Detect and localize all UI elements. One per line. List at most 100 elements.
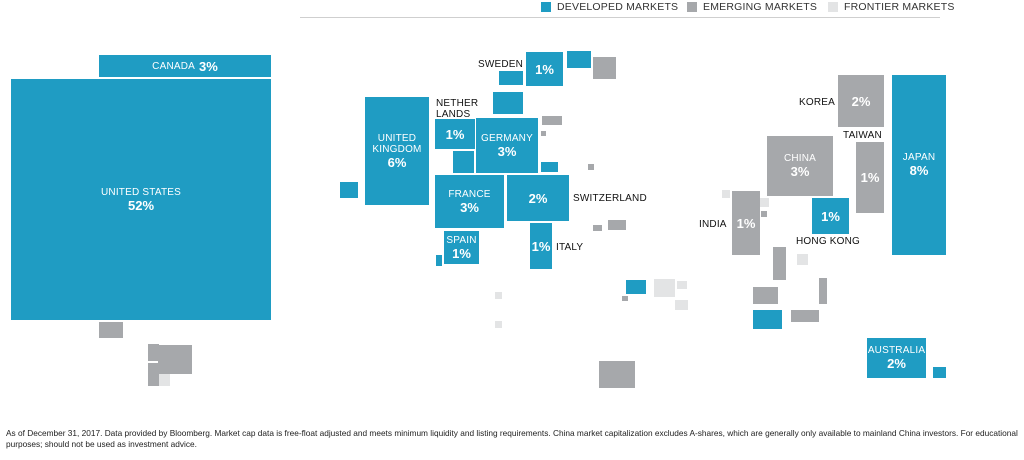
hong-kong-name: HONG KONG (796, 236, 861, 247)
minor-market-tile (148, 352, 159, 361)
country-percent: 3% (790, 164, 810, 179)
country-taiwan: 1% (856, 142, 884, 213)
country-korea: 2% (838, 75, 884, 127)
minor-market-tile (675, 300, 688, 310)
india-name: INDIA (699, 219, 727, 230)
country-spain: SPAIN 1% (444, 231, 479, 264)
minor-market-tile (753, 287, 778, 304)
country-label: GERMANY (481, 132, 533, 144)
country-percent: 3% (460, 199, 479, 215)
country-percent: 1% (445, 126, 465, 142)
minor-market-tile (159, 374, 170, 386)
legend-item-emerging: EMERGING MARKETS (687, 0, 817, 14)
country-france: FRANCE 3% (435, 175, 504, 228)
korea-name: KOREA (799, 97, 836, 108)
country-japan: JAPAN 8% (892, 75, 946, 255)
country-china: CHINA 3% (767, 136, 833, 196)
header-rule (300, 17, 940, 18)
country-percent: 2% (887, 356, 906, 371)
country-percent: 3% (497, 143, 517, 159)
country-label: SPAIN (446, 234, 477, 246)
minor-market-tile (599, 361, 635, 388)
minor-market-tile (495, 292, 502, 299)
minor-market-tile (677, 281, 687, 289)
minor-market-tile (626, 280, 646, 294)
country-percent: 2% (851, 93, 871, 109)
minor-market-tile (722, 190, 730, 198)
minor-market-tile (773, 247, 786, 280)
legend-item-frontier: FRONTIER MARKETS (828, 0, 955, 14)
country-percent: 1% (821, 208, 840, 224)
country-percent: 6% (387, 154, 407, 170)
minor-market-tile (148, 344, 159, 352)
country-united-kingdom: UNITED KINGDOM 6% (365, 97, 429, 205)
minor-market-tile (436, 255, 442, 266)
legend-swatch-frontier (828, 2, 838, 12)
legend-label-emerging: EMERGING MARKETS (703, 1, 818, 13)
country-percent: 2% (528, 190, 548, 206)
country-label-line2: KINGDOM (372, 143, 422, 155)
minor-market-tile (99, 322, 123, 338)
taiwan-name: TAIWAN (843, 130, 882, 141)
minor-market-tile (933, 367, 946, 378)
country-percent: 1% (736, 215, 756, 231)
minor-market-tile (760, 198, 769, 207)
minor-market-tile (819, 278, 827, 304)
legend-label-developed: DEVELOPED MARKETS (557, 1, 679, 13)
country-india: 1% (732, 191, 760, 255)
minor-market-tile (622, 296, 628, 301)
minor-market-tile (148, 363, 159, 386)
minor-market-tile (541, 162, 558, 172)
country-label: AUSTRALIA (867, 345, 926, 356)
minor-market-tile (340, 182, 358, 198)
minor-market-tile (753, 310, 782, 329)
footnote: As of December 31, 2017. Data provided b… (6, 428, 1018, 449)
country-percent: 1% (860, 170, 880, 185)
country-switzerland: 2% (507, 175, 569, 221)
country-australia: AUSTRALIA 2% (867, 338, 926, 378)
switzerland-name: SWITZERLAND (573, 193, 647, 204)
country-percent: 3% (199, 58, 218, 74)
netherlands-name: NETHER LANDS (436, 98, 479, 120)
minor-market-tile (453, 151, 474, 173)
country-percent: 1% (531, 238, 551, 254)
minor-market-tile (567, 51, 591, 68)
minor-market-tile (593, 57, 616, 79)
country-percent: 1% (452, 245, 471, 261)
minor-market-tile (499, 71, 523, 85)
minor-market-tile (588, 164, 594, 170)
minor-market-tile (761, 211, 767, 217)
legend-swatch-developed (541, 2, 551, 12)
country-label: JAPAN (902, 152, 936, 163)
country-label: FRANCE (448, 188, 491, 200)
country-sweden: 1% (526, 52, 563, 86)
legend-label-frontier: FRONTIER MARKETS (844, 1, 955, 13)
country-percent: 8% (909, 163, 929, 178)
country-italy: 1% (530, 223, 552, 269)
country-percent: 52% (127, 197, 155, 213)
italy-name: ITALY (556, 242, 584, 253)
minor-market-tile (608, 220, 626, 230)
legend-swatch-emerging (687, 2, 697, 12)
minor-market-tile (541, 131, 546, 136)
legend-item-developed: DEVELOPED MARKETS (541, 0, 678, 14)
minor-market-tile (797, 254, 808, 265)
country-label: CANADA (152, 60, 196, 72)
minor-market-tile (542, 116, 562, 125)
country-canada: CANADA 3% (99, 55, 271, 77)
country-germany: GERMANY 3% (476, 118, 538, 173)
minor-market-tile (495, 321, 502, 328)
minor-market-tile (654, 279, 675, 297)
minor-market-tile (493, 92, 523, 114)
country-united-states: UNITED STATES 52% (11, 79, 271, 320)
country-hong-kong: 1% (812, 198, 849, 234)
country-label-line1: UNITED (377, 132, 417, 144)
country-netherlands: 1% (435, 119, 475, 149)
country-percent: 1% (535, 61, 554, 77)
minor-market-tile (791, 310, 819, 322)
minor-market-tile (593, 225, 602, 231)
sweden-name: SWEDEN (478, 59, 524, 70)
minor-market-tile (158, 345, 192, 374)
country-label: CHINA (783, 153, 817, 164)
